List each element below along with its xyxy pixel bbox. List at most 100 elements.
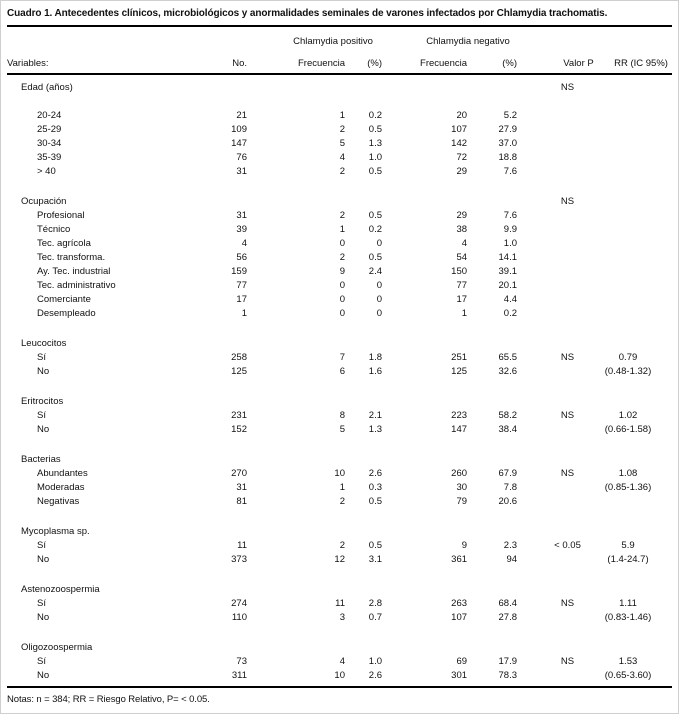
section-row: Mycoplasma sp. bbox=[7, 525, 672, 539]
cell-variable: Sí bbox=[37, 540, 46, 551]
cell-rr bbox=[600, 525, 672, 539]
cell-pct-positivo: 2.1 bbox=[368, 410, 383, 421]
cell-frecuencia-negativo: 125 bbox=[451, 366, 468, 377]
cell-variable: 30-34 bbox=[37, 138, 62, 149]
cell-pct-negativo: 27.8 bbox=[498, 612, 518, 623]
cell-pct-negativo bbox=[467, 337, 517, 351]
cell-frecuencia-positivo: 4 bbox=[339, 152, 345, 163]
cell-variable: Leucocitos bbox=[21, 338, 67, 349]
cell-valor-p bbox=[517, 337, 600, 351]
cell-frecuencia-positivo: 2 bbox=[339, 496, 345, 507]
header-frecuencia-negativo: Frecuencia bbox=[382, 48, 468, 75]
cell-valor-p bbox=[517, 423, 600, 437]
data-table: Chlamydia positivo Chlamydia negativo Va… bbox=[7, 27, 673, 683]
cell-rr: (1.4-24.7) bbox=[607, 554, 649, 565]
cell-valor-p: NS bbox=[560, 352, 575, 363]
cell-pct-negativo: 20.1 bbox=[498, 280, 518, 291]
header-variables: Variables: bbox=[7, 48, 222, 75]
header-frecuencia-positivo: Frecuencia bbox=[247, 48, 345, 75]
cell-pct-positivo: 1.0 bbox=[368, 656, 383, 667]
cell-no: 311 bbox=[231, 670, 247, 681]
cell-frecuencia-positivo: 2 bbox=[339, 210, 345, 221]
cell-variable: No bbox=[37, 554, 50, 565]
cell-no: 152 bbox=[231, 424, 247, 435]
cell-rr bbox=[600, 251, 672, 265]
cell-frecuencia-negativo: 69 bbox=[456, 656, 468, 667]
cell-variable: Desempleado bbox=[37, 308, 96, 319]
cell-rr bbox=[600, 109, 672, 123]
cell-frecuencia-negativo: 1 bbox=[461, 308, 468, 319]
cell-frecuencia-positivo bbox=[247, 583, 345, 597]
cell-valor-p bbox=[517, 137, 600, 151]
cell-valor-p bbox=[517, 209, 600, 223]
table-row: No 311 10 2.6 301 78.3 (0.65-3.60) bbox=[7, 669, 672, 683]
cell-no: 73 bbox=[236, 656, 247, 667]
cell-pct-negativo bbox=[467, 195, 517, 209]
cell-rr bbox=[600, 453, 672, 467]
cell-frecuencia-positivo: 1 bbox=[339, 110, 345, 121]
cell-valor-p bbox=[517, 165, 600, 179]
cell-frecuencia-negativo: 150 bbox=[451, 266, 468, 277]
cell-valor-p bbox=[517, 481, 600, 495]
cell-pct-negativo bbox=[467, 583, 517, 597]
cell-frecuencia-positivo: 10 bbox=[334, 468, 345, 479]
cell-rr: (0.85-1.36) bbox=[604, 482, 652, 493]
cell-no: 270 bbox=[231, 468, 247, 479]
cell-pct-negativo: 14.1 bbox=[498, 252, 518, 263]
cell-frecuencia-negativo bbox=[382, 81, 467, 95]
cell-frecuencia-positivo bbox=[247, 337, 345, 351]
cell-variable: Sí bbox=[37, 352, 46, 363]
table-row: Sí 11 2 0.5 9 2.3 < 0.05 5.9 bbox=[7, 539, 672, 553]
cell-variable: Astenozoospermia bbox=[21, 584, 100, 595]
cell-no: 56 bbox=[236, 252, 247, 263]
cell-no bbox=[222, 337, 247, 351]
cell-valor-p bbox=[517, 109, 600, 123]
cell-frecuencia-negativo: 223 bbox=[451, 410, 468, 421]
spacer-row bbox=[7, 437, 672, 453]
cell-pct-negativo: 78.3 bbox=[498, 670, 518, 681]
section-row: Leucocitos bbox=[7, 337, 672, 351]
cell-pct-negativo: 9.9 bbox=[503, 224, 518, 235]
header-pct-positivo: (%) bbox=[345, 48, 383, 75]
cell-pct-negativo: 39.1 bbox=[498, 266, 518, 277]
table-row: Ay. Tec. industrial 159 9 2.4 150 39.1 bbox=[7, 265, 672, 279]
cell-variable: Sí bbox=[37, 656, 46, 667]
cell-pct-negativo: 17.9 bbox=[498, 656, 518, 667]
cell-rr bbox=[600, 237, 672, 251]
cell-variable: Oligozoospermia bbox=[21, 642, 93, 653]
table-row: 25-29 109 2 0.5 107 27.9 bbox=[7, 123, 672, 137]
cell-no: 17 bbox=[236, 294, 247, 305]
cell-variable: Sí bbox=[37, 410, 46, 421]
cell-pct-positivo: 1.8 bbox=[368, 352, 383, 363]
spacer-cell bbox=[7, 379, 672, 395]
spacer-row bbox=[7, 379, 672, 395]
cell-rr bbox=[600, 265, 672, 279]
table-row: No 125 6 1.6 125 32.6 (0.48-1.32) bbox=[7, 365, 672, 379]
table-row: Sí 73 4 1.0 69 17.9 NS 1.53 bbox=[7, 655, 672, 669]
cell-rr bbox=[600, 151, 672, 165]
cell-frecuencia-positivo: 2 bbox=[339, 166, 345, 177]
cell-no: 373 bbox=[231, 554, 247, 565]
cell-valor-p: NS bbox=[560, 468, 575, 479]
cell-pct-positivo: 0.5 bbox=[368, 166, 383, 177]
cell-frecuencia-negativo: 72 bbox=[456, 152, 468, 163]
cell-no: 110 bbox=[231, 612, 247, 623]
cell-variable: Tec. administrativo bbox=[37, 280, 116, 291]
table-row: Profesional 31 2 0.5 29 7.6 bbox=[7, 209, 672, 223]
table-row: Técnico 39 1 0.2 38 9.9 bbox=[7, 223, 672, 237]
cell-pct-negativo bbox=[467, 453, 517, 467]
cell-pct-negativo: 5.2 bbox=[503, 110, 518, 121]
cell-pct-negativo bbox=[467, 395, 517, 409]
cell-pct-negativo bbox=[467, 525, 517, 539]
cell-rr bbox=[600, 395, 672, 409]
spacer-cell bbox=[7, 509, 672, 525]
cell-pct-negativo: 1.0 bbox=[503, 238, 518, 249]
cell-pct-positivo: 0.5 bbox=[368, 540, 383, 551]
cell-variable: Sí bbox=[37, 598, 46, 609]
cell-variable: 35-39 bbox=[37, 152, 62, 163]
cell-valor-p bbox=[517, 151, 600, 165]
cell-valor-p: NS bbox=[560, 656, 575, 667]
cell-no bbox=[222, 641, 247, 655]
table-row: Negativas 81 2 0.5 79 20.6 bbox=[7, 495, 672, 509]
table-row: No 110 3 0.7 107 27.8 (0.83-1.46) bbox=[7, 611, 672, 625]
